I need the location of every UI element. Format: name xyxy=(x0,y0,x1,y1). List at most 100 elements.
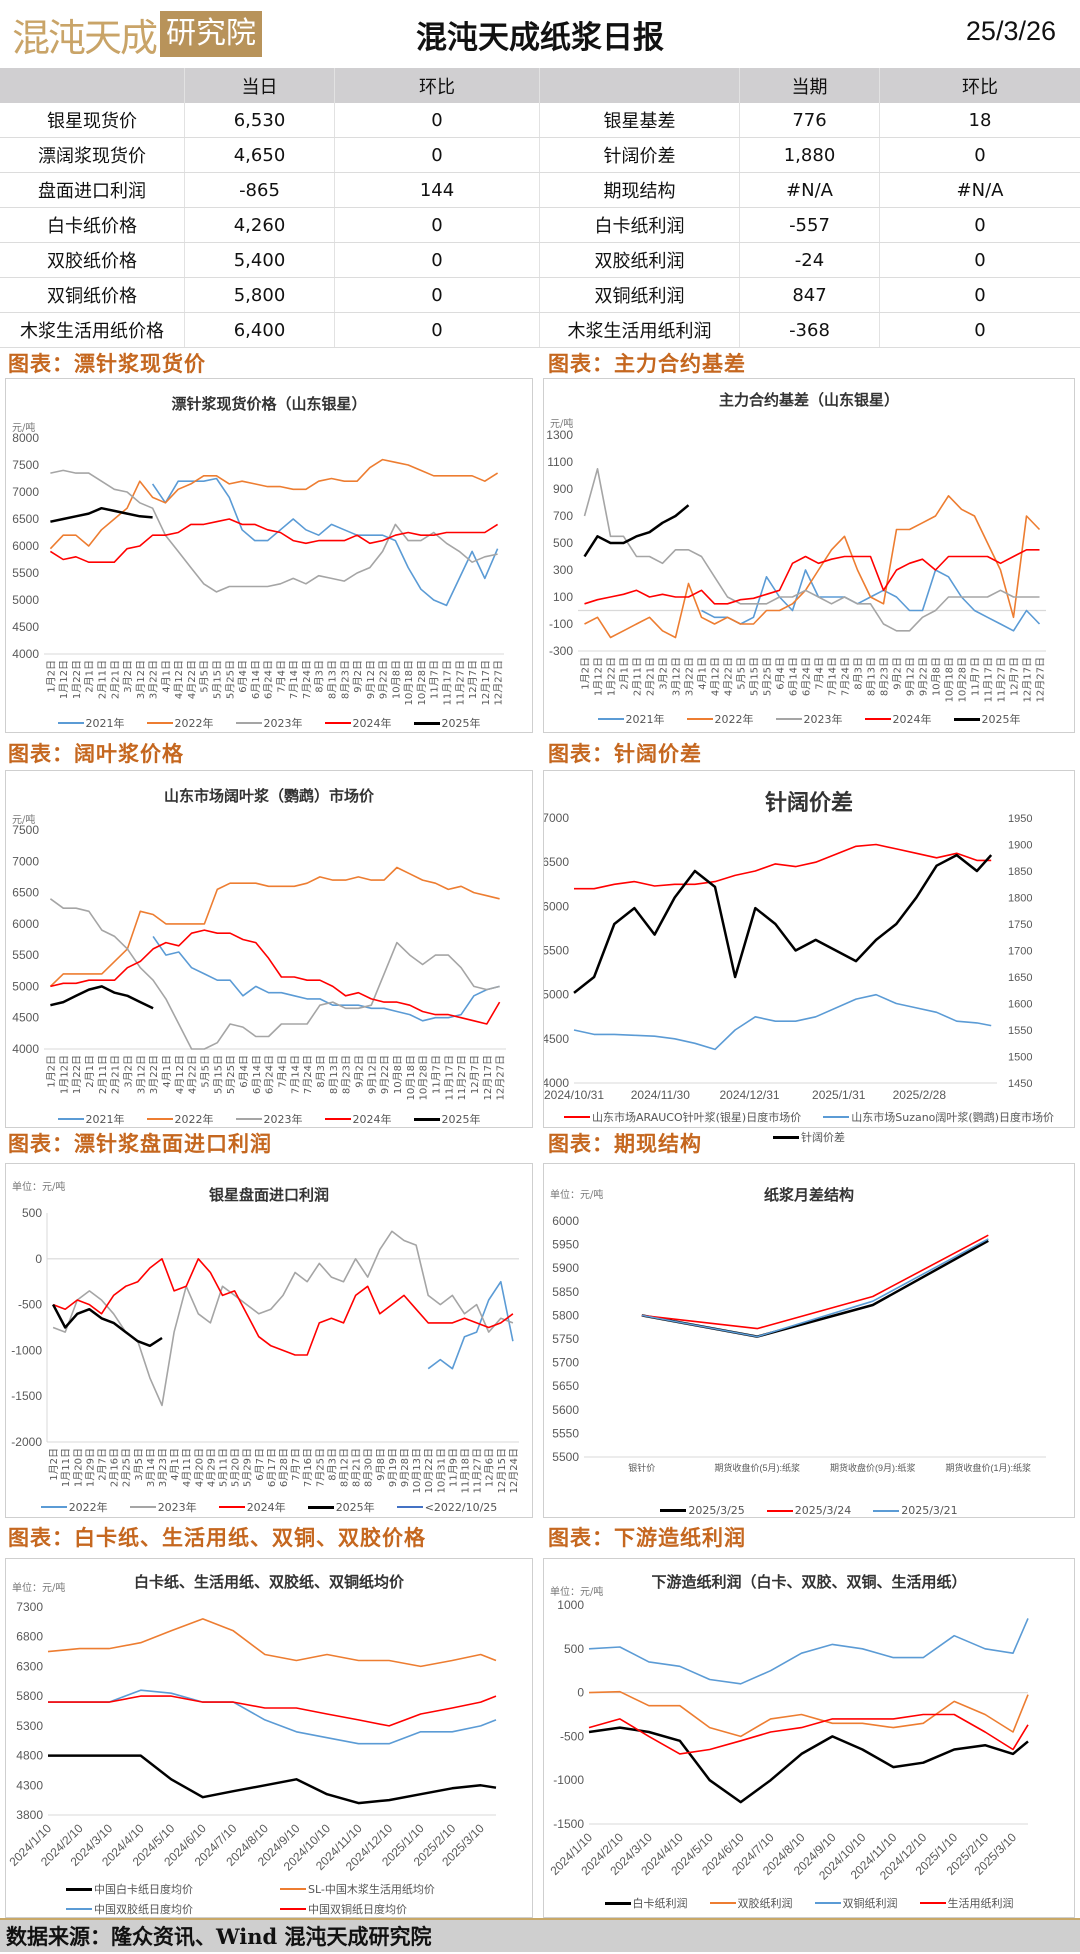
legend-item: 山东市场Suzano阔叶浆(鹦鹉)日度市场价 xyxy=(823,1109,1054,1125)
y-tick-label: -500 xyxy=(560,1729,584,1743)
legend-item: 2021年 xyxy=(597,711,665,727)
table-cell: 0 xyxy=(974,284,986,306)
table-row: 漂阔浆现货价 4,650 0 针阔价差 1,880 0 xyxy=(0,138,1080,173)
y2-tick-label: 1700 xyxy=(1008,946,1032,958)
x-tick-label: 6月28日 xyxy=(278,1448,290,1487)
legend-label: 2024年 xyxy=(246,1501,286,1514)
y-tick-label: 7500 xyxy=(12,823,39,837)
series-line-2024年 xyxy=(52,1258,514,1356)
x-tick-label: 3月5日 xyxy=(133,1448,145,1481)
x-tick-label: 10月28日 xyxy=(418,1055,430,1100)
legend-label: 山东市场Suzano阔叶浆(鹦鹉)日度市场价 xyxy=(851,1111,1054,1124)
x-tick-label: 4月22日 xyxy=(723,657,735,696)
series-line-中国白卡纸日度均价 xyxy=(48,1754,497,1805)
legend-label: 双铜纸利润 xyxy=(842,1897,898,1910)
legend-label: 2021年 xyxy=(85,717,125,730)
table-cell: #N/A xyxy=(740,173,880,207)
x-tick-label: 9月28日 xyxy=(399,1448,411,1487)
x-tick-label: 12月7日 xyxy=(467,660,479,699)
legend-swatch xyxy=(953,717,980,721)
x-tick-label: 8月23日 xyxy=(339,660,351,699)
legend-item: 2024年 xyxy=(218,1499,286,1515)
table-row: 双胶纸价格 5,400 0 双胶纸利润 -24 0 xyxy=(0,243,1080,278)
table-cell: -24 xyxy=(740,243,880,277)
table-cell: 银星现货价 xyxy=(0,103,185,137)
legend-label: 2023年 xyxy=(157,1501,197,1514)
legend-label: 双胶纸利润 xyxy=(737,1897,793,1910)
y-tick-label: 5750 xyxy=(552,1332,579,1346)
x-tick-label: 6月24日 xyxy=(263,660,275,699)
legend-item: 2023年 xyxy=(235,715,303,731)
x-tick-label: 2月7日 xyxy=(96,1448,108,1481)
x-tick-label: 6月17日 xyxy=(266,1448,278,1487)
series-line-双胶纸利润 xyxy=(588,1690,1029,1738)
legend-swatch xyxy=(773,1135,799,1139)
x-tick-label: 9月19日 xyxy=(387,1448,399,1487)
table-cell: 6,400 xyxy=(185,313,335,347)
table-cell: 盘面进口利润 xyxy=(0,173,185,207)
table-cell: 0 xyxy=(335,278,540,312)
chart-title: 主力合约基差（山东银星） xyxy=(718,391,899,409)
y-tick-label: 5900 xyxy=(552,1261,579,1275)
legend-item: 双胶纸利润 xyxy=(709,1895,793,1911)
x-tick-label: 4月1日 xyxy=(161,1055,173,1088)
x-tick-label: 2月11日 xyxy=(632,657,644,696)
legend-label: 2023年 xyxy=(803,713,843,726)
x-tick-label: 1月22日 xyxy=(71,660,83,699)
table-cell: 0 xyxy=(335,103,540,137)
chart-title: 纸浆月差结构 xyxy=(763,1186,854,1204)
legend-item: 2022年 xyxy=(686,711,754,727)
x-tick-label: 8月13日 xyxy=(328,1055,340,1094)
x-tick-label: 10月8日 xyxy=(392,1055,404,1094)
x-tick-label: 2月1日 xyxy=(84,660,96,693)
x-tick-label: 5月25日 xyxy=(762,657,774,696)
table-cell: 1,880 xyxy=(740,138,880,172)
series-line-2022年 xyxy=(427,1280,514,1370)
table-cell: 漂阔浆现货价 xyxy=(0,138,185,172)
legend-label: 2021年 xyxy=(85,1113,125,1126)
y-tick-label: 6500 xyxy=(12,886,39,900)
legend-label: 2022年 xyxy=(174,1113,214,1126)
y-tick-label: 5650 xyxy=(552,1379,579,1393)
chart-panel: -2000 -1500 -1000 -500 0 500 1月2日 1月11日 1月20日 1月2… xyxy=(5,1163,533,1518)
x-tick-label: 6月4日 xyxy=(238,1055,250,1088)
table-cell: 18 xyxy=(968,109,992,131)
chart-svg: -2000 -1500 -1000 -500 0 500 1月2日 1月11日 1月20日 1月2… xyxy=(11,1206,520,1493)
table-header-row: 当日 环比 当期 环比 xyxy=(0,68,1080,103)
y-tick-label: 6000 xyxy=(12,917,39,931)
x-tick-label: 8月3日 xyxy=(314,660,326,693)
x-tick-label: 1月2日 xyxy=(48,1448,60,1481)
table-cell: 0 xyxy=(335,243,540,277)
x-tick-label: 6月4日 xyxy=(775,657,787,690)
unit-label: 单位：元/吨 xyxy=(12,1583,66,1594)
legend-swatch xyxy=(814,1902,841,1904)
x-tick-label: 8月23日 xyxy=(879,657,891,696)
y-tick-label: 4000 xyxy=(12,647,39,661)
chart-panel: 4000 4500 5000 5500 6000 6500 7000 1450 1500 1550… xyxy=(543,770,1075,1144)
unit-label: 元/吨 xyxy=(12,423,36,434)
legend-item: 中国双铜纸日度均价 xyxy=(280,1901,472,1917)
chart-panel: -300 -100 100 300 500 700 900 1100 1300 1月2日 1月12日… xyxy=(543,378,1075,733)
x-tick-label: 4月12日 xyxy=(710,657,722,696)
logo-box: 研究院 xyxy=(160,11,263,57)
y-tick-label: 900 xyxy=(553,482,573,496)
chart-legend: 2021年 2022年 2023年 2024年 2025年 xyxy=(6,715,532,731)
legend-item: 2022年 xyxy=(146,1111,214,1127)
x-tick-label: 5月15日 xyxy=(212,1055,224,1094)
legend-swatch xyxy=(775,718,802,720)
x-tick-label: 6月14日 xyxy=(251,1055,263,1094)
x-tick-label: 11月7日 xyxy=(430,1055,442,1094)
x-tick-label: 4月1日 xyxy=(160,660,172,693)
x-tick-label: 12月7日 xyxy=(1009,657,1021,696)
series-line-2025年 xyxy=(51,1304,163,1348)
section-heading: 图表：针阔价差 xyxy=(548,741,702,766)
legend-item: 中国双胶纸日度均价 xyxy=(66,1901,258,1917)
legend-label: 中国双铜纸日度均价 xyxy=(308,1903,407,1916)
x-tick-label: 2月21日 xyxy=(645,657,657,696)
legend-label: 2022年 xyxy=(68,1501,108,1514)
y-tick-label: 5300 xyxy=(16,1719,43,1733)
x-tick-label: 2月1日 xyxy=(619,657,631,690)
y-tick-label: 4000 xyxy=(544,1076,569,1090)
x-tick-label: 11月27日 xyxy=(472,1448,484,1493)
x-tick-label: 3月22日 xyxy=(684,657,696,696)
